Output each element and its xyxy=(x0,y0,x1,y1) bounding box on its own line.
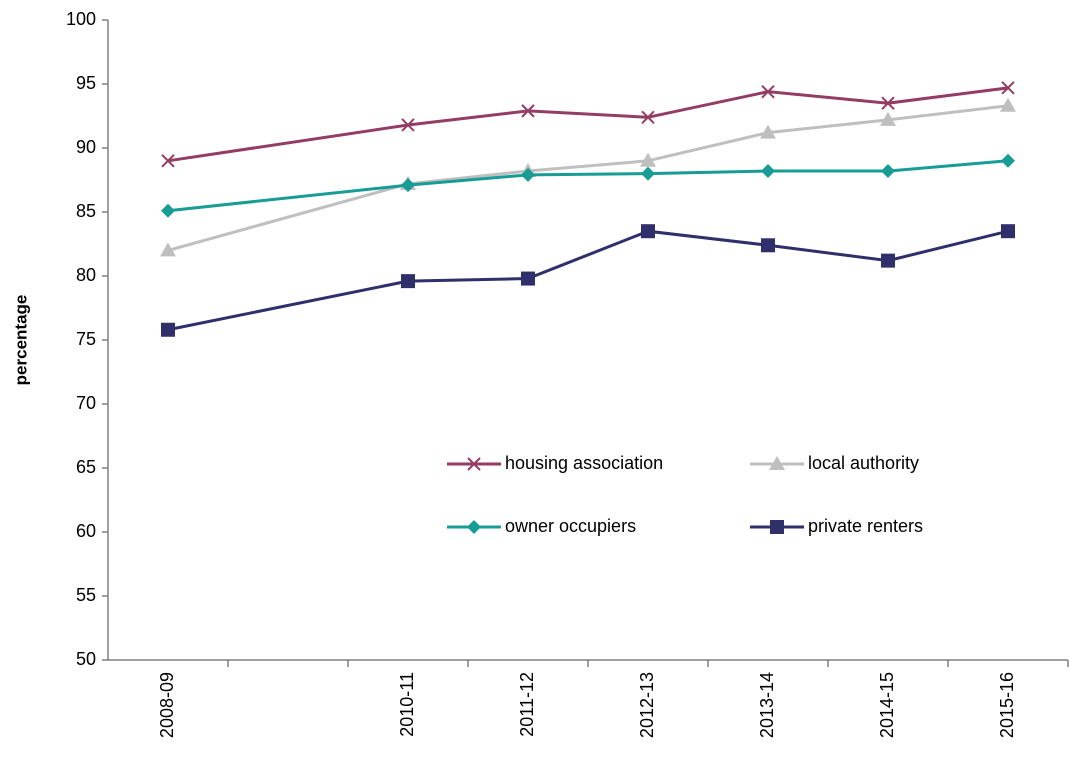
legend-marker xyxy=(467,520,481,534)
y-tick-label: 100 xyxy=(66,9,96,29)
x-tick-label: 2011-12 xyxy=(517,672,537,737)
y-tick-label: 70 xyxy=(76,393,96,413)
point xyxy=(401,274,415,289)
y-tick-label: 50 xyxy=(76,649,96,669)
point xyxy=(641,224,655,239)
series-line xyxy=(407,159,1009,187)
legend-label: local authority xyxy=(808,453,919,473)
point xyxy=(1001,81,1015,95)
point xyxy=(521,167,535,182)
point xyxy=(761,84,775,99)
point xyxy=(1001,153,1015,168)
gap-bridge xyxy=(167,182,409,252)
y-axis-label: percentage xyxy=(11,295,30,386)
legend-marker xyxy=(769,456,785,470)
y-tick-label: 60 xyxy=(76,521,96,541)
point xyxy=(401,178,415,193)
y-tick-label: 80 xyxy=(76,265,96,285)
y-tick-label: 85 xyxy=(76,201,96,221)
point xyxy=(1000,97,1016,112)
point xyxy=(160,242,176,257)
point xyxy=(641,110,655,124)
point xyxy=(641,166,655,181)
y-tick-label: 75 xyxy=(76,329,96,349)
legend-label: housing association xyxy=(505,453,663,473)
x-tick-label: 2010-11 xyxy=(397,672,417,737)
x-tick-label: 2014-15 xyxy=(877,672,897,738)
point xyxy=(161,322,175,337)
series-line xyxy=(407,86,1009,127)
series-line xyxy=(407,229,1009,283)
point xyxy=(521,104,535,118)
point xyxy=(521,271,535,286)
gap-bridge xyxy=(167,183,409,213)
legend-marker xyxy=(770,520,784,534)
point xyxy=(640,152,656,167)
y-tick-label: 65 xyxy=(76,457,96,477)
legend-marker xyxy=(467,457,481,471)
gap-bridge xyxy=(167,279,409,332)
legend-label: private renters xyxy=(808,516,923,536)
y-tick-label: 90 xyxy=(76,137,96,157)
x-tick-label: 2008-09 xyxy=(157,672,177,738)
point xyxy=(1001,224,1015,239)
x-tick-label: 2012-13 xyxy=(637,672,657,738)
series-line xyxy=(407,104,1009,186)
point xyxy=(760,124,776,139)
x-tick-label: 2013-14 xyxy=(757,672,777,738)
point xyxy=(880,111,896,126)
point xyxy=(881,96,895,110)
y-tick-label: 55 xyxy=(76,585,96,605)
point xyxy=(401,118,415,132)
point xyxy=(761,238,775,253)
point xyxy=(161,154,175,168)
point xyxy=(881,164,895,179)
point xyxy=(761,164,775,179)
y-tick-label: 95 xyxy=(76,73,96,93)
point xyxy=(881,253,895,268)
point xyxy=(161,203,175,218)
legend-label: owner occupiers xyxy=(505,516,636,536)
gap-bridge xyxy=(167,123,409,163)
x-tick-label: 2015-16 xyxy=(997,672,1017,738)
